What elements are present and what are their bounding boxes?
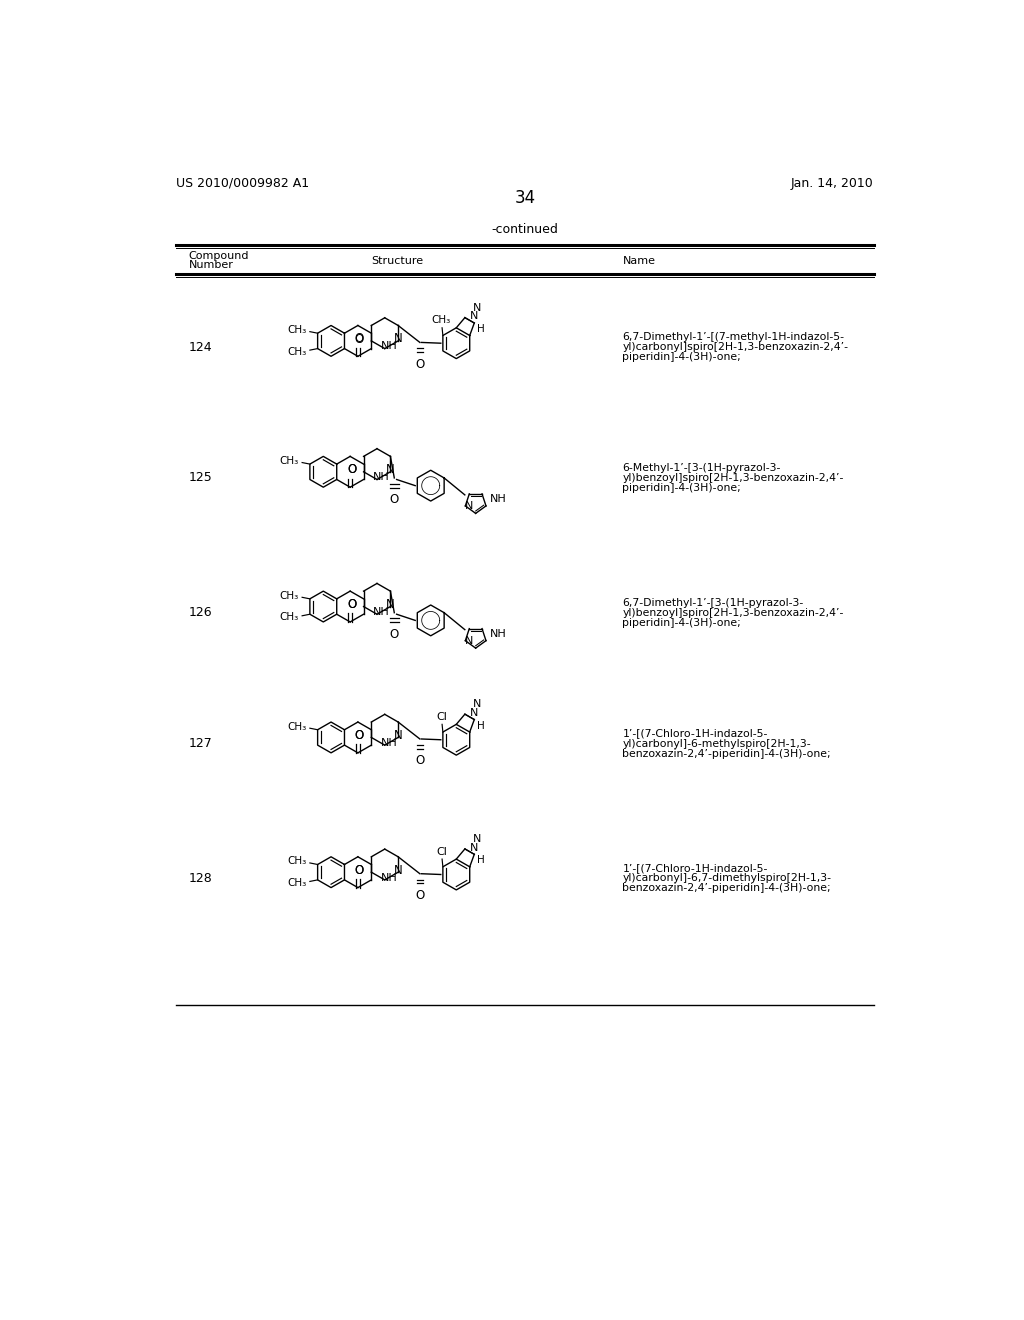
- Text: CH₃: CH₃: [288, 347, 307, 356]
- Text: O: O: [347, 463, 356, 477]
- Text: O: O: [355, 729, 365, 742]
- Text: N: N: [386, 598, 395, 611]
- Text: -continued: -continued: [492, 223, 558, 236]
- Text: Cl: Cl: [436, 847, 446, 857]
- Text: O: O: [416, 358, 425, 371]
- Text: Compound: Compound: [188, 251, 249, 261]
- Text: 6,7-Dimethyl-1’-[(7-methyl-1H-indazol-5-: 6,7-Dimethyl-1’-[(7-methyl-1H-indazol-5-: [623, 333, 845, 342]
- Text: NH: NH: [381, 738, 397, 748]
- Text: benzoxazin-2,4’-piperidin]-4-(3H)-one;: benzoxazin-2,4’-piperidin]-4-(3H)-one;: [623, 748, 831, 759]
- Text: CH₃: CH₃: [288, 722, 307, 731]
- Text: CH₃: CH₃: [431, 315, 451, 326]
- Text: 124: 124: [188, 341, 212, 354]
- Text: H: H: [477, 721, 485, 730]
- Text: O: O: [355, 863, 365, 876]
- Text: 1’-[(7-Chloro-1H-indazol-5-: 1’-[(7-Chloro-1H-indazol-5-: [623, 729, 768, 739]
- Text: 128: 128: [188, 871, 212, 884]
- Text: O: O: [355, 333, 365, 346]
- Text: N: N: [394, 729, 402, 742]
- Text: NH: NH: [381, 342, 397, 351]
- Text: Cl: Cl: [436, 711, 446, 722]
- Text: CH₃: CH₃: [288, 878, 307, 888]
- Text: Name: Name: [623, 256, 655, 265]
- Text: NH: NH: [373, 473, 389, 482]
- Text: O: O: [347, 598, 356, 611]
- Text: 127: 127: [188, 737, 212, 750]
- Text: O: O: [355, 729, 365, 742]
- Text: CH₃: CH₃: [280, 591, 299, 601]
- Text: O: O: [355, 863, 365, 876]
- Text: N: N: [472, 700, 481, 709]
- Text: piperidin]-4-(3H)-one;: piperidin]-4-(3H)-one;: [623, 618, 741, 628]
- Text: US 2010/0009982 A1: US 2010/0009982 A1: [176, 177, 309, 190]
- Text: N: N: [472, 834, 481, 845]
- Text: N: N: [470, 708, 478, 718]
- Text: yl)carbonyl]-6-methylspiro[2H-1,3-: yl)carbonyl]-6-methylspiro[2H-1,3-: [623, 739, 811, 748]
- Text: piperidin]-4-(3H)-one;: piperidin]-4-(3H)-one;: [623, 352, 741, 362]
- Text: 1’-[(7-Chloro-1H-indazol-5-: 1’-[(7-Chloro-1H-indazol-5-: [623, 863, 768, 874]
- Text: 125: 125: [188, 471, 212, 484]
- Text: 126: 126: [188, 606, 212, 619]
- Text: CH₃: CH₃: [280, 612, 299, 622]
- Text: H: H: [477, 855, 485, 866]
- Text: N: N: [394, 863, 402, 876]
- Text: N: N: [470, 842, 478, 853]
- Text: CH₃: CH₃: [288, 857, 307, 866]
- Text: benzoxazin-2,4’-piperidin]-4-(3H)-one;: benzoxazin-2,4’-piperidin]-4-(3H)-one;: [623, 883, 831, 894]
- Text: NH: NH: [381, 873, 397, 883]
- Text: O: O: [390, 628, 399, 642]
- Text: Structure: Structure: [372, 256, 424, 265]
- Text: yl)carbonyl]-6,7-dimethylspiro[2H-1,3-: yl)carbonyl]-6,7-dimethylspiro[2H-1,3-: [623, 874, 831, 883]
- Text: O: O: [416, 890, 425, 902]
- Text: O: O: [347, 463, 356, 477]
- Text: O: O: [347, 598, 356, 611]
- Text: 34: 34: [514, 190, 536, 207]
- Text: O: O: [416, 755, 425, 767]
- Text: piperidin]-4-(3H)-one;: piperidin]-4-(3H)-one;: [623, 483, 741, 492]
- Text: N: N: [465, 636, 473, 645]
- Text: yl)carbonyl]spiro[2H-1,3-benzoxazin-2,4’-: yl)carbonyl]spiro[2H-1,3-benzoxazin-2,4’…: [623, 342, 849, 352]
- Text: N: N: [470, 312, 478, 321]
- Text: O: O: [355, 333, 365, 346]
- Text: N: N: [394, 333, 402, 346]
- Text: yl)benzoyl]spiro[2H-1,3-benzoxazin-2,4’-: yl)benzoyl]spiro[2H-1,3-benzoxazin-2,4’-: [623, 607, 844, 618]
- Text: H: H: [477, 323, 485, 334]
- Text: CH₃: CH₃: [288, 325, 307, 335]
- Text: NH: NH: [489, 630, 507, 639]
- Text: N: N: [465, 502, 473, 511]
- Text: 6-Methyl-1’-[3-(1H-pyrazol-3-: 6-Methyl-1’-[3-(1H-pyrazol-3-: [623, 463, 781, 473]
- Text: Number: Number: [188, 260, 233, 269]
- Text: CH₃: CH₃: [280, 455, 299, 466]
- Text: 6,7-Dimethyl-1’-[3-(1H-pyrazol-3-: 6,7-Dimethyl-1’-[3-(1H-pyrazol-3-: [623, 598, 804, 607]
- Text: N: N: [472, 302, 481, 313]
- Text: N: N: [386, 463, 395, 477]
- Text: O: O: [390, 494, 399, 507]
- Text: NH: NH: [489, 495, 507, 504]
- Text: NH: NH: [373, 607, 389, 616]
- Text: Jan. 14, 2010: Jan. 14, 2010: [791, 177, 873, 190]
- Text: yl)benzoyl]spiro[2H-1,3-benzoxazin-2,4’-: yl)benzoyl]spiro[2H-1,3-benzoxazin-2,4’-: [623, 473, 844, 483]
